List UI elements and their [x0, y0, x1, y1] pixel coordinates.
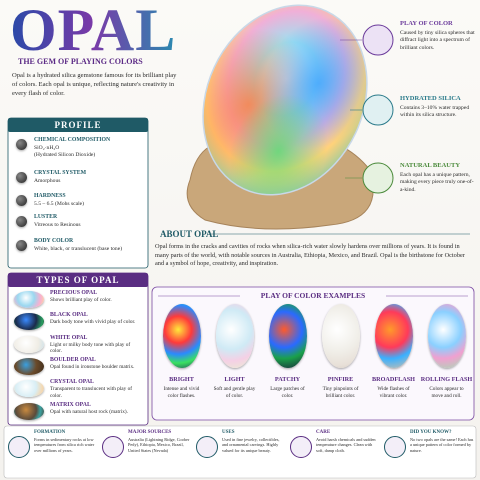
example-desc: Large patches of color. [270, 386, 305, 399]
examples-title: PLAY OF COLOR EXAMPLES [260, 291, 366, 300]
type-image [14, 335, 44, 353]
example-name: LIGHT [224, 376, 245, 383]
footer-title: CARE [316, 430, 331, 435]
callout-text: Each opal has a unique pattern, making e… [400, 172, 474, 193]
footer-icon [384, 436, 406, 458]
callout-text: Contains 3–10% water trapped within its … [400, 105, 470, 119]
profile-icon [16, 172, 27, 183]
profile-icon [16, 216, 27, 227]
footer-text: No two opals are the same! Each has a un… [410, 437, 474, 453]
footer-text: Australia (Lightning Ridge, Coober Pedy)… [128, 437, 190, 453]
profile-icon [16, 240, 27, 251]
profile-value: Vitreous to Resinous [34, 222, 81, 228]
about-title: ABOUT OPAL [160, 229, 219, 239]
type-name: CRYSTAL OPAL [50, 379, 94, 386]
type-desc: Opal with natural host rock (matrix). [50, 408, 128, 415]
profile-value: Amorphous [34, 178, 61, 184]
type-name: WHITE OPAL [50, 334, 88, 341]
profile-label: CHEMICAL COMPOSITION [34, 137, 111, 143]
example-desc: Intense and vivid color flashes. [163, 386, 200, 399]
example-name: PINFIRE [327, 376, 354, 383]
about-text: Opal forms in the cracks and cavities of… [155, 243, 465, 268]
example-desc: Wide flashes of vibrant color. [377, 386, 410, 399]
type-desc: Shows brilliant play of color. [50, 297, 112, 303]
footer-title: MAJOR SOURCES [128, 430, 172, 435]
profile-note: (Hydrated Silicon Dioxide) [34, 152, 96, 158]
callout-title: NATURAL BEAUTY [400, 162, 461, 169]
intro: Opal is a hydrated silica gemstone famou… [12, 72, 177, 97]
type-image [14, 291, 44, 308]
profile-value: 5.5 – 6.5 (Mohs scale) [34, 201, 85, 207]
callout-title: PLAY OF COLOR [400, 20, 453, 27]
footer-icon [8, 436, 30, 458]
type-image [14, 313, 44, 331]
type-image [14, 402, 44, 420]
profile-label: HARDNESS [34, 193, 66, 199]
types-title: TYPES OF OPAL [36, 275, 120, 285]
profile-label: CRYSTAL SYSTEM [34, 170, 87, 176]
example-image [269, 304, 307, 368]
type-desc: Transparent to translucent with play of … [50, 386, 133, 399]
example-name: BRIGHT [169, 376, 194, 383]
example-image [216, 304, 254, 368]
example-name: ROLLING FLASH [420, 376, 473, 383]
footer-text: Used in fine jewelry, collectibles, and … [222, 437, 280, 453]
footer-icon [290, 436, 312, 458]
example-desc: Tiny pinpoints of brilliant color. [322, 386, 359, 399]
type-desc: Light or milky body tone with play of co… [50, 341, 131, 355]
profile-value: SiO₂·nH₂O [34, 145, 60, 151]
callout-text: Caused by tiny silica spheres that diffr… [400, 30, 475, 51]
type-desc: Dark body tone with vivid play of color. [50, 319, 136, 326]
subtitle: THE GEM OF PLAYING COLORS [18, 57, 143, 66]
example-name: BROADFLASH [372, 376, 415, 383]
type-name: MATRIX OPAL [50, 401, 91, 408]
example-image [375, 304, 413, 368]
callout-title: HYDRATED SILICA [400, 95, 461, 102]
example-desc: Soft and gentle play of color. [213, 386, 256, 399]
example-desc: Colors appear to move and roll. [429, 386, 464, 399]
title: OPAL [10, 0, 176, 65]
profile-label: BODY COLOR [34, 238, 74, 244]
footer-text: Avoid harsh chemicals and sudden tempera… [316, 437, 376, 453]
type-name: BLACK OPAL [50, 312, 88, 319]
footer-icon [102, 436, 124, 458]
example-name: PATCHY [274, 376, 301, 383]
profile-label: LUSTER [34, 214, 58, 220]
example-image [322, 304, 360, 368]
footer-title: FORMATION [34, 430, 66, 435]
example-image [163, 304, 201, 368]
footer-text: Forms in sedimentary rocks at low temper… [34, 437, 95, 453]
profile-title: PROFILE [54, 120, 102, 130]
profile-icon [16, 195, 27, 206]
example-image [428, 304, 466, 368]
type-image [14, 357, 44, 375]
type-name: PRECIOUS OPAL [50, 290, 98, 296]
profile-icon [16, 139, 27, 150]
type-name: BOULDER OPAL [50, 356, 96, 363]
type-image [14, 380, 44, 398]
footer-icon [196, 436, 218, 458]
profile-value: White, black, or translucent (base tone) [34, 246, 123, 252]
footer-title: USES [222, 430, 235, 435]
type-desc: Opal found in ironstone boulder matrix. [50, 363, 135, 370]
footer-title: DID YOU KNOW? [410, 430, 452, 435]
